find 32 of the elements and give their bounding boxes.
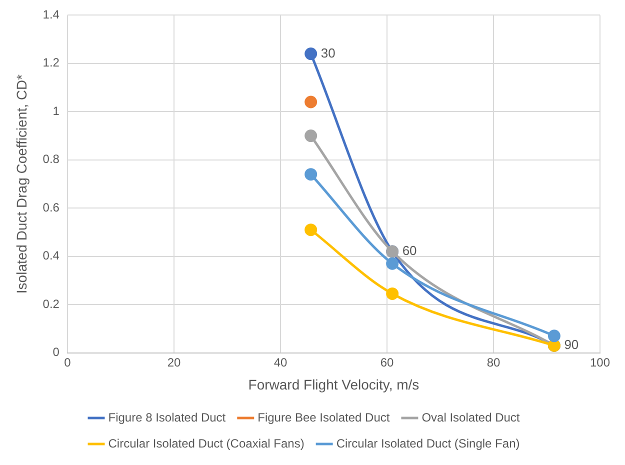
- x-tick-label: 40: [274, 355, 288, 370]
- x-tick-label: 60: [380, 355, 394, 370]
- y-tick-label: 0: [52, 345, 60, 360]
- y-tick-label: 0.2: [42, 296, 60, 311]
- point: [304, 96, 318, 108]
- x-tick-label: 100: [590, 355, 610, 370]
- legend-label: Figure Bee Isolated Duct: [258, 410, 390, 424]
- point: [304, 224, 318, 236]
- y-tick-label: 0.4: [42, 248, 60, 263]
- y-tick-label: 0.8: [42, 152, 60, 166]
- point: [304, 130, 318, 142]
- point: [304, 48, 318, 60]
- legend-label: Circular Isolated Duct (Single Fan): [336, 436, 520, 450]
- point: [548, 330, 560, 342]
- x-axis-title: Forward Flight Velocity, m/s: [248, 376, 420, 392]
- y-tick-label: 1.4: [42, 8, 60, 22]
- point: [386, 287, 399, 300]
- x-tick-label: 80: [486, 355, 500, 370]
- annotation: 90: [564, 337, 579, 352]
- y-tick-label: 1: [52, 104, 60, 118]
- x-tick-label: 20: [167, 355, 181, 370]
- point: [386, 257, 399, 270]
- y-axis-title: Isolated Duct Drag Coefficient, CD*: [13, 74, 30, 294]
- y-tick-label: 1.2: [42, 56, 60, 70]
- legend-label: Figure 8 Isolated Duct: [108, 410, 226, 424]
- x-tick-label: 0: [64, 355, 72, 370]
- point: [304, 168, 318, 181]
- annotation: 60: [402, 243, 417, 258]
- legend-label: Circular Isolated Duct (Coaxial Fans): [108, 436, 304, 450]
- annotation: 30: [320, 45, 336, 60]
- y-tick-label: 0.6: [42, 200, 60, 214]
- legend-label: Oval Isolated Duct: [422, 410, 520, 424]
